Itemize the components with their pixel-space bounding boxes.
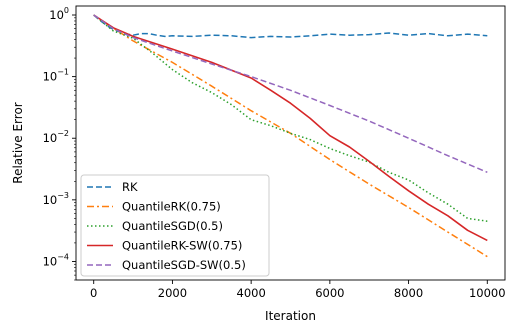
- legend-box: [80, 174, 270, 277]
- x-tick-label: 2000: [158, 286, 187, 300]
- series-line-quantilerk-sw-0-75: [93, 14, 488, 242]
- y-tick-label: 10−2: [43, 129, 69, 145]
- x-tick-label: 4000: [237, 286, 266, 300]
- y-tick-label: 100: [49, 6, 69, 22]
- x-axis-label: Iteration: [265, 309, 316, 323]
- series-line-rk: [93, 14, 488, 39]
- x-tick-label: 6000: [315, 286, 344, 300]
- y-axis-label: Relative Error: [11, 102, 25, 184]
- series-line-quantilesgd-sw-0-5: [93, 14, 488, 173]
- legend-label: QuantileSGD-SW(0.5): [122, 258, 246, 272]
- legend: RK QuantileRK(0.75) QuantileSGD(0.5) Quanti…: [80, 174, 270, 277]
- y-tick-label: 10−1: [43, 68, 69, 84]
- series-line-quantilerk-0-75: [93, 14, 488, 258]
- y-axis: 10−4 10−3 10−2 10−1 100: [43, 6, 76, 281]
- series-lines: [93, 14, 488, 258]
- x-tick-label: 0: [90, 286, 97, 300]
- x-tick-label: 8000: [394, 286, 423, 300]
- x-tick-label: 10000: [469, 286, 506, 300]
- legend-label: QuantileSGD(0.5): [122, 219, 223, 233]
- legend-label: QuantileRK(0.75): [122, 200, 221, 214]
- y-tick-label: 10−4: [43, 252, 69, 268]
- legend-label: RK: [122, 180, 138, 194]
- x-axis: 0 2000 4000 6000 8000 10000: [90, 280, 506, 300]
- y-tick-label: 10−3: [43, 191, 69, 207]
- legend-label: QuantileRK-SW(0.75): [122, 239, 242, 253]
- plot-frame: [75, 5, 506, 281]
